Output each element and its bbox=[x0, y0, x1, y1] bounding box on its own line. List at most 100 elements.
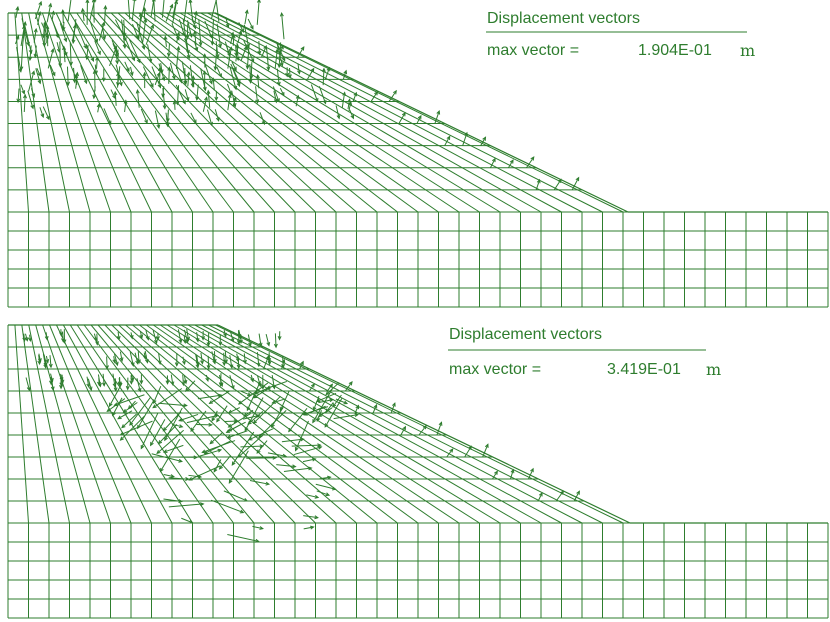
displacement-arrow bbox=[181, 517, 194, 524]
displacement-arrow bbox=[168, 477, 190, 481]
displacement-arrow bbox=[265, 380, 288, 390]
max-vector-value: 3.419E-01 bbox=[607, 361, 681, 378]
displacement-arrow bbox=[318, 398, 334, 404]
displacement-arrow bbox=[325, 382, 340, 396]
displacement-arrow bbox=[85, 0, 90, 25]
displacement-arrow bbox=[390, 402, 396, 414]
mesh-line bbox=[201, 324, 583, 524]
max-vector-label: max vector = bbox=[487, 42, 579, 59]
displacement-arrow bbox=[246, 380, 261, 412]
displacement-arrow bbox=[151, 66, 162, 89]
mesh-line bbox=[208, 324, 603, 524]
mesh-line bbox=[132, 324, 378, 524]
mesh-line bbox=[139, 324, 398, 524]
legend-title: Displacement vectors bbox=[449, 326, 602, 343]
displacement-arrow bbox=[145, 330, 150, 341]
displacement-arrow bbox=[37, 11, 42, 25]
mesh-line bbox=[14, 324, 29, 524]
displacement-arrow bbox=[238, 331, 243, 341]
displacement-arrow bbox=[46, 2, 53, 23]
displacement-arrow bbox=[223, 490, 249, 502]
displacement-arrow bbox=[276, 68, 281, 87]
mesh-line bbox=[187, 324, 542, 524]
displacement-arrow bbox=[138, 12, 143, 40]
mesh-line bbox=[131, 12, 378, 213]
displacement-arrow bbox=[231, 61, 237, 72]
mesh-line bbox=[159, 324, 460, 524]
displacement-arrow bbox=[211, 77, 216, 91]
displacement-arrow bbox=[85, 43, 95, 63]
displacement-arrow bbox=[152, 386, 162, 404]
mesh-line bbox=[62, 324, 173, 524]
displacement-arrow bbox=[181, 374, 186, 387]
displacement-arrow bbox=[51, 19, 60, 39]
displacement-arrow bbox=[315, 392, 337, 403]
displacement-arrow bbox=[47, 47, 55, 69]
displacement-arrow bbox=[231, 33, 236, 46]
displacement-arrow bbox=[119, 415, 145, 441]
mesh-line bbox=[165, 12, 480, 213]
displacement-arrow bbox=[191, 74, 196, 88]
displacement-arrow bbox=[150, 419, 166, 447]
mesh-line bbox=[145, 12, 419, 213]
displacement-arrow bbox=[97, 374, 102, 388]
displacement-arrow bbox=[123, 99, 128, 113]
displacement-arrow bbox=[464, 445, 472, 458]
displacement-arrow bbox=[136, 378, 142, 393]
displacement-arrow bbox=[122, 402, 138, 413]
displacement-arrow bbox=[95, 333, 100, 346]
mesh-line bbox=[103, 12, 296, 213]
displacement-arrow bbox=[274, 48, 279, 69]
displacement-arrow bbox=[216, 23, 223, 49]
displacement-arrow bbox=[227, 46, 233, 69]
displacement-arrow bbox=[75, 71, 80, 89]
displacement-arrow bbox=[249, 62, 254, 80]
displacement-arrow bbox=[190, 112, 197, 125]
mesh-line bbox=[83, 324, 234, 524]
displacement-arrow bbox=[190, 410, 207, 433]
displacement-arrow bbox=[28, 334, 32, 343]
displacement-arrow bbox=[370, 90, 379, 102]
displacement-arrow bbox=[553, 178, 562, 191]
displacement-arrow bbox=[25, 377, 31, 392]
displacement-arrow bbox=[109, 45, 118, 67]
displacement-arrow bbox=[27, 90, 35, 110]
displacement-arrow bbox=[202, 96, 208, 112]
mesh-line bbox=[14, 12, 29, 213]
displacement-arrow bbox=[240, 390, 252, 396]
displacement-arrow bbox=[210, 499, 245, 514]
displacement-arrow bbox=[446, 448, 454, 458]
mesh-line bbox=[215, 324, 624, 524]
mesh-line bbox=[28, 12, 70, 213]
displacement-arrow bbox=[252, 395, 281, 425]
displacement-arrow bbox=[183, 68, 188, 86]
displacement-arrow bbox=[235, 43, 240, 62]
displacement-arrow bbox=[69, 42, 73, 67]
displacement-arrow bbox=[35, 68, 42, 85]
displacement-arrow bbox=[72, 67, 77, 84]
mesh-line bbox=[193, 12, 562, 213]
displacement-arrow bbox=[372, 403, 378, 414]
displacement-arrow bbox=[349, 109, 355, 120]
displacement-arrow bbox=[244, 9, 249, 25]
displacement-arrow bbox=[444, 135, 451, 146]
displacement-arrow bbox=[60, 9, 65, 24]
mesh-line bbox=[69, 12, 193, 213]
displacement-arrow bbox=[42, 106, 50, 121]
displacement-arrow bbox=[287, 67, 292, 79]
displacement-arrow bbox=[62, 329, 67, 344]
displacement-arrow bbox=[96, 103, 101, 113]
displacement-arrow bbox=[163, 498, 183, 504]
max-vector-label: max vector = bbox=[449, 361, 541, 378]
displacement-arrow bbox=[352, 91, 358, 102]
displacement-arrow bbox=[151, 0, 156, 22]
displacement-arrow bbox=[489, 157, 496, 169]
displacement-arrow bbox=[315, 483, 337, 491]
displacement-arrow bbox=[206, 355, 211, 370]
displacement-arrow bbox=[186, 414, 220, 424]
mesh-grid bbox=[7, 12, 829, 308]
panel-bottom: Displacement vectors max vector = 3.419E… bbox=[7, 324, 829, 619]
displacement-arrow bbox=[117, 410, 133, 420]
displacement-arrow bbox=[112, 356, 117, 364]
displacement-arrow bbox=[335, 105, 341, 120]
